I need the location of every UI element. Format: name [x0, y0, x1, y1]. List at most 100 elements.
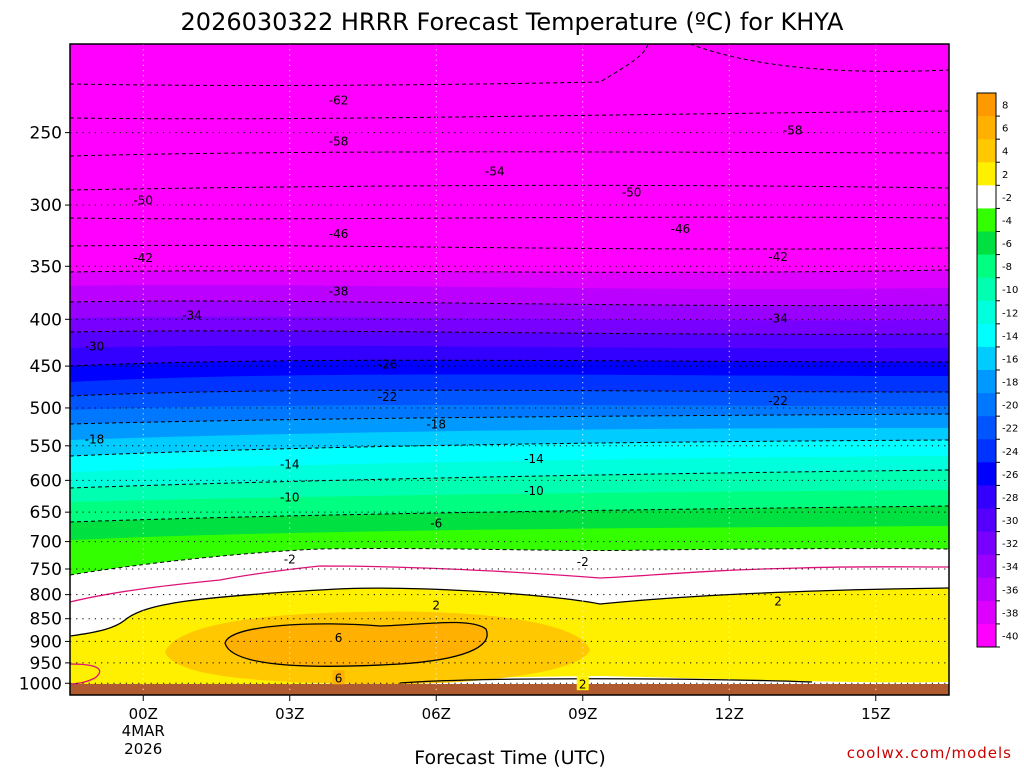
colorbar-swatch	[977, 208, 996, 232]
isotherm-line	[70, 330, 949, 335]
colorbar-swatch	[977, 462, 996, 486]
isotherm-line	[70, 216, 949, 220]
freezing-line	[70, 565, 949, 603]
isotherm-line	[70, 587, 949, 637]
colorbar-swatch	[977, 116, 996, 140]
isotherm-line	[224, 621, 488, 667]
contour-label-bg	[430, 597, 443, 612]
y-tick-label: 650	[30, 503, 62, 523]
colorbar-label: -36	[1002, 585, 1018, 596]
isotherm-line	[70, 469, 949, 489]
contour-label-bg	[772, 593, 785, 608]
x-tick-label: 03Z	[275, 705, 304, 723]
contour-label: -14	[524, 452, 544, 466]
contour-label: -34	[768, 311, 788, 325]
contour-label: -42	[133, 251, 153, 265]
colorbar-swatch	[977, 231, 996, 256]
y-tick-label: 900	[30, 632, 62, 652]
contour-label: -18	[426, 418, 446, 432]
contour-label: -58	[783, 123, 803, 137]
colorbar-label: -6	[1002, 239, 1012, 250]
colorbar-swatch	[977, 531, 996, 556]
colorbar-label: -14	[1002, 331, 1018, 342]
isotherms-dashed	[70, 44, 949, 576]
contour-label: 2	[579, 677, 587, 691]
x-tick-label: 12Z	[715, 705, 744, 723]
contour-label: -54	[485, 164, 505, 178]
y-tick-label: 350	[30, 257, 62, 277]
y-axis: 2503003504004505005506006507007508008509…	[19, 124, 70, 694]
colorbar-swatch	[977, 508, 996, 533]
y-tick-label: 700	[30, 533, 62, 553]
colorbar-swatch	[977, 139, 996, 163]
colorbar-label: -4	[1002, 216, 1012, 227]
isotherm-line	[70, 505, 949, 523]
colorbar-label: -28	[1002, 493, 1018, 504]
chart-title: 2026030322 HRRR Forecast Temperature (ºC…	[181, 8, 845, 36]
colorbar-label: -38	[1002, 608, 1018, 619]
contour-label: 2	[432, 598, 440, 612]
colorbar-swatch	[977, 600, 996, 625]
y-tick-label: 800	[30, 586, 62, 606]
contour-label: -30	[85, 339, 105, 353]
colorbar-label: -10	[1002, 285, 1018, 296]
colorbar-swatch	[977, 346, 996, 371]
y-tick-label: 850	[30, 610, 62, 630]
colorbar-swatch	[977, 577, 996, 602]
colorbar-label: -26	[1002, 470, 1018, 481]
colorbar-swatch	[977, 162, 996, 186]
isotherm-line	[70, 389, 949, 397]
band-plus6	[225, 622, 488, 667]
contour-label: 6	[335, 631, 343, 645]
contour-label: -38	[329, 284, 349, 298]
y-tick-label: 550	[30, 437, 62, 457]
y-tick-label: 750	[30, 560, 62, 580]
isotherm-line	[70, 548, 949, 576]
colorbar-label: 8	[1002, 101, 1008, 112]
colorbar-swatch	[977, 485, 996, 509]
y-tick-label: 250	[30, 124, 62, 144]
contour-label: -10	[524, 484, 544, 498]
contour-label: 2	[774, 595, 782, 609]
contour-label: -14	[280, 457, 300, 471]
x-axis-label: Forecast Time (UTC)	[414, 747, 605, 768]
isotherm-line	[70, 359, 949, 367]
colorbar-label: -34	[1002, 562, 1018, 573]
plot-area: -62-58-58-54-50-50-46 -46-42 -42-38-34 -34-…	[70, 44, 949, 695]
contour-label: 6	[335, 671, 343, 685]
colorbar-label: 6	[1002, 124, 1008, 135]
colorbar-label: -8	[1002, 262, 1012, 273]
contour-label: -22	[378, 390, 398, 404]
colorbar-swatch	[977, 254, 996, 279]
contour-label: -62	[329, 94, 349, 108]
contour-label: -42	[768, 250, 788, 264]
colorbar-swatch	[977, 623, 996, 648]
isotherm-line	[70, 151, 949, 157]
colorbar-label: -40	[1002, 631, 1018, 642]
isotherm-line	[70, 44, 649, 86]
colorbar-label: -2	[1002, 193, 1012, 204]
isotherm-line	[399, 678, 813, 684]
isotherm-line	[70, 269, 949, 273]
colorbar-label: 2	[1002, 170, 1008, 181]
x-tick-label: 09Z	[568, 705, 597, 723]
contour-label: -18	[85, 433, 105, 447]
colorbar-label: -12	[1002, 308, 1018, 319]
contour-label: -26	[378, 357, 398, 371]
contour-label: -50	[622, 186, 642, 200]
colorbar-label: -30	[1002, 516, 1018, 527]
contour-labels: -62-58-58-54-50-50-46 -46-42 -42-38-34 -34-…	[85, 94, 803, 692]
colorbar-swatch	[977, 370, 996, 394]
x-tick-label: 06Z	[422, 705, 451, 723]
credit-text: coolwx.com/models	[847, 744, 1012, 762]
ground-strip	[70, 684, 949, 695]
isotherm-line	[70, 110, 949, 120]
contour-label: -46	[671, 222, 691, 236]
contour-label: -50	[133, 194, 153, 208]
contour-label: -34	[182, 308, 202, 322]
contour-label: -46	[329, 227, 349, 241]
isotherms-solid	[70, 587, 949, 684]
contour-label: -6	[430, 516, 442, 530]
colorbar-label: -20	[1002, 401, 1018, 412]
